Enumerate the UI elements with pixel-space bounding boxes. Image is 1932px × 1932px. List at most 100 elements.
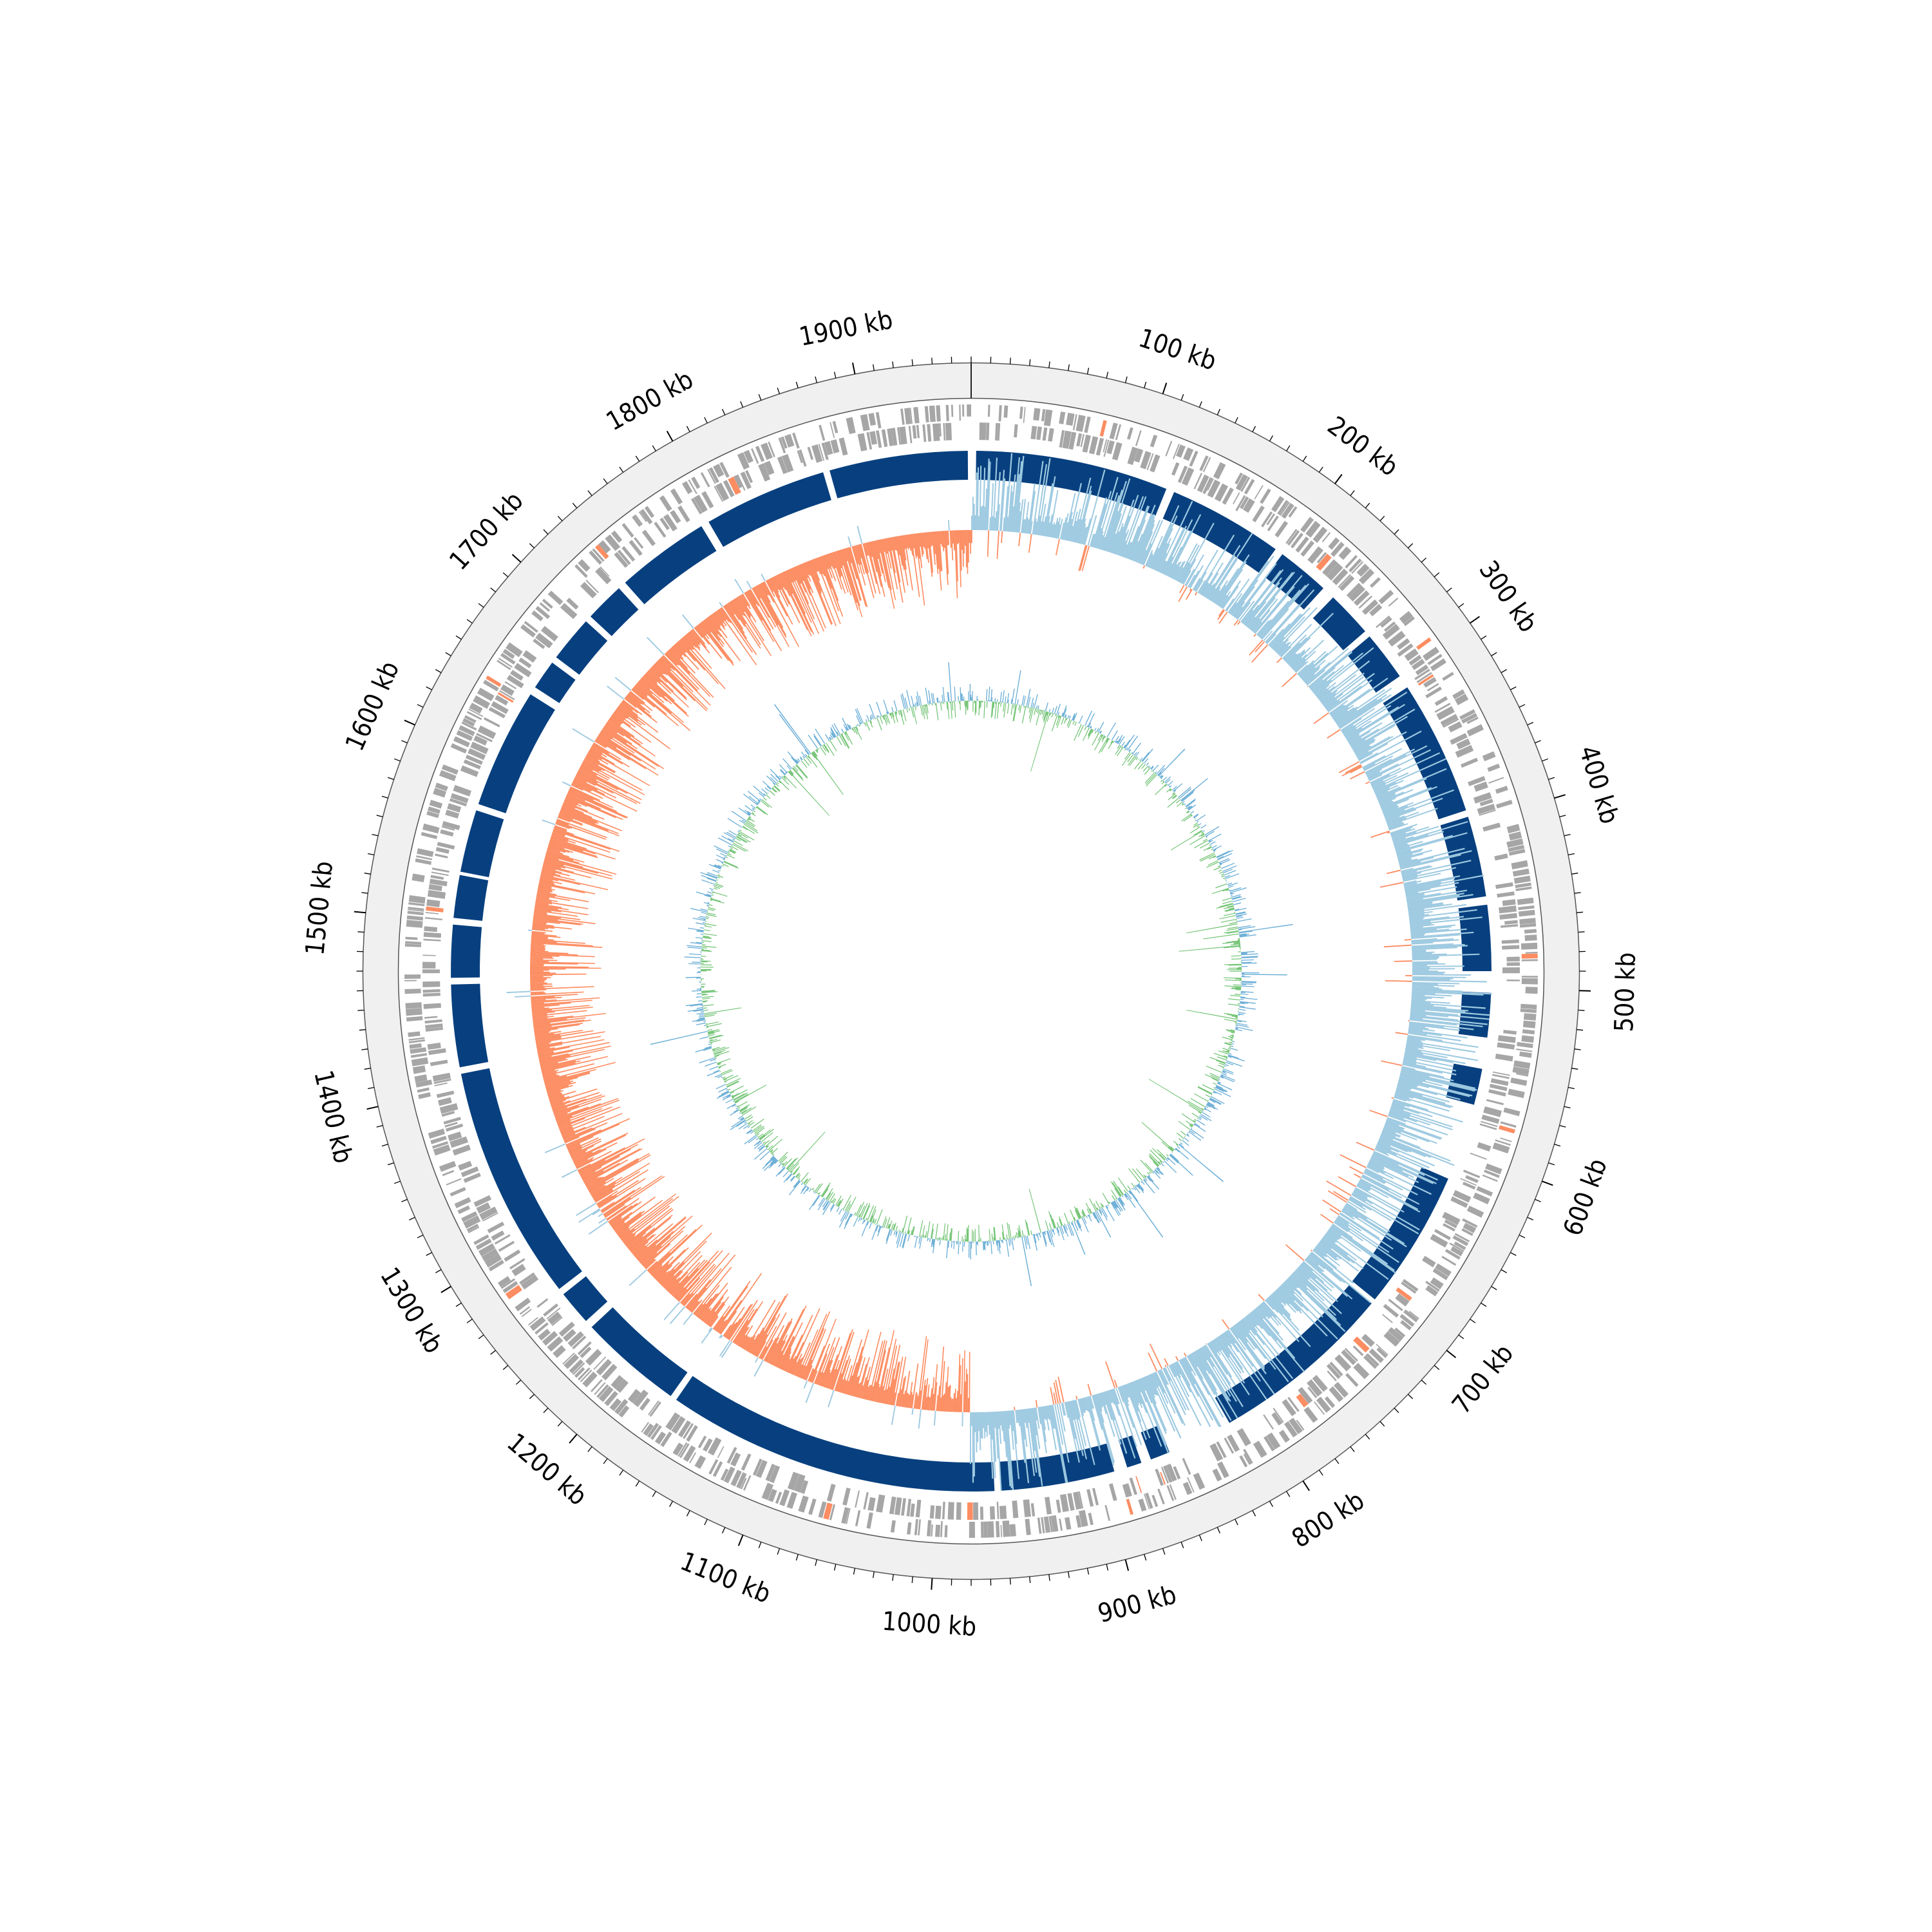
gc-skew-negative [903,1370,911,1408]
gc-skew-negative [923,532,928,560]
gc-skew-positive [1411,1003,1434,1007]
minor-tick [1548,777,1555,781]
gc-skew-negative [614,1211,642,1232]
gc-skew-negative [610,1216,622,1226]
gc-skew-positive [1402,867,1456,880]
gc-content-below [1184,1135,1186,1137]
gc-skew-negative [533,922,546,925]
conserved-block [708,472,831,547]
gene-feature [595,567,612,585]
gc-skew-positive [1079,1398,1084,1413]
gc-skew-positive [1137,524,1155,564]
gc-content-below [1030,1230,1032,1235]
gc-content-above [1212,848,1213,849]
gc-content-below [1189,826,1200,834]
gc-content-above [1125,1193,1136,1208]
gc-skew-negative [793,1359,801,1376]
gc-skew-positive [1282,634,1307,659]
gc-skew-negative [619,704,638,719]
gene-feature [1030,1503,1036,1517]
major-tick [1554,794,1566,799]
gc-skew-negative [564,799,582,807]
gene-feature [1443,1223,1455,1232]
gene-feature [1508,1088,1525,1099]
gene-feature [495,695,509,706]
gc-skew-negative [531,997,600,1003]
gc-skew-negative [788,1356,797,1373]
gc-skew-positive [1395,1032,1408,1035]
gc-skew-positive [1324,693,1343,708]
gc-skew-positive [1412,962,1439,964]
gc-content-below [993,1227,996,1241]
gc-skew-positive [1309,651,1353,688]
gc-skew-negative [916,533,920,559]
gc-content-below [1229,1046,1231,1048]
gc-skew-positive [1116,495,1139,555]
gc-skew-positive [1327,1231,1339,1240]
gc-skew-negative [896,536,904,566]
gc-content-above [1213,1090,1222,1095]
gc-skew-positive [1387,1118,1443,1139]
gc-skew-negative [892,1392,896,1406]
gc-skew-negative [755,585,779,625]
gc-skew-positive [1343,705,1392,736]
gc-skew-positive [1152,1372,1160,1387]
gc-skew-negative [804,1329,826,1380]
gc-content-above [697,971,701,972]
gc-content-above [1199,1115,1200,1117]
gc-content-below [1003,703,1005,712]
gc-content-below [790,1162,800,1173]
gene-feature [598,1386,614,1403]
gc-content-above [840,1211,847,1222]
gc-skew-positive [1358,752,1373,761]
gc-skew-negative [791,567,810,604]
gc-skew-negative [676,1262,710,1300]
gc-skew-positive [1409,1018,1483,1027]
gc-content-above [1198,1116,1202,1119]
gc-skew-negative [916,1336,927,1409]
gc-content-above [699,987,701,989]
gc-skew-negative [582,1148,641,1180]
gc-content-above [731,1118,745,1128]
gene-feature [1477,1142,1492,1152]
gc-skew-positive [1199,573,1213,594]
gc-skew-negative [700,1308,710,1320]
gc-content-below [773,1154,775,1156]
gc-skew-positive [1034,1407,1037,1421]
gc-skew-positive [1106,478,1131,552]
gc-content-above [956,1241,958,1245]
minor-tick [1350,490,1355,497]
gc-skew-positive [1265,1298,1279,1313]
gc-content-below [1018,1230,1021,1238]
minor-tick [795,1554,799,1561]
gc-skew-negative [581,764,593,772]
gc-skew-positive [1407,901,1433,907]
gc-content-below [1218,1063,1225,1066]
gc-content-above [762,1157,775,1170]
gene-feature [807,446,814,460]
gc-content-above [932,1238,934,1245]
gene-feature [1395,1293,1410,1307]
gc-skew-negative [559,1124,572,1130]
gc-skew-negative [654,663,665,675]
gene-feature [1278,1430,1290,1443]
gc-skew-negative [753,1359,764,1377]
gene-feature [1106,440,1115,455]
minor-tick [357,1009,365,1011]
gc-content-below [708,1032,715,1035]
gc-skew-positive [1396,850,1412,856]
gc-skew-positive [1412,986,1439,989]
gc-skew-positive [1323,1235,1357,1261]
gc-skew-negative [547,1092,561,1097]
gc-skew-positive [971,515,972,530]
gc-skew-negative [746,591,782,652]
gc-skew-positive [1399,857,1434,867]
gc-skew-negative [576,1150,612,1170]
gc-skew-positive [1349,1198,1363,1208]
gc-skew-negative [853,545,859,564]
gc-skew-negative [714,1280,751,1331]
gc-skew-negative [585,757,599,766]
gc-content-above [882,1227,884,1229]
gene-feature [1368,1348,1384,1363]
gc-skew-negative [582,761,645,795]
